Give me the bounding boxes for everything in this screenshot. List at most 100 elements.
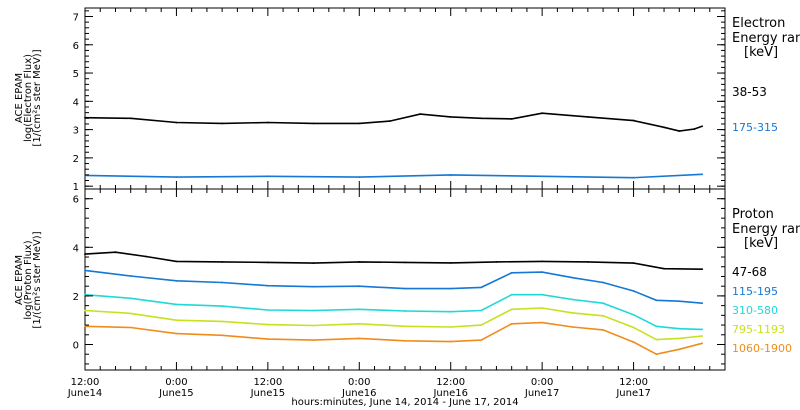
x-axis-title: hours:minutes, June 14, 2014 - June 17, … <box>291 397 518 408</box>
proton-point-115-195 <box>510 271 513 274</box>
proton-point-47-68 <box>221 260 224 263</box>
proton-point-310-580 <box>571 298 574 301</box>
proton-point-1060-1900 <box>175 332 178 335</box>
proton-point-310-580 <box>541 293 544 296</box>
electron-point-38-53 <box>388 120 391 123</box>
proton-legend-title-1: Proton <box>732 207 774 222</box>
proton-point-310-580 <box>701 328 704 331</box>
x-tick-time: 12:00 <box>436 377 465 388</box>
proton-point-310-580 <box>632 313 635 316</box>
proton-point-310-580 <box>266 309 269 311</box>
proton-point-310-580 <box>449 310 452 313</box>
proton-point-795-1193 <box>701 335 704 337</box>
electron-ylabel-line3: [1/(cm²s ster MeV)] <box>32 49 43 146</box>
electron-ylabel-line2: log(Electron Flux) <box>23 54 34 142</box>
electron-point-38-53 <box>678 130 681 132</box>
proton-point-115-195 <box>678 300 681 303</box>
proton-point-115-195 <box>541 271 544 273</box>
electron-ylabel-line1: ACE EPAM <box>14 73 25 123</box>
proton-point-115-195 <box>221 281 224 284</box>
x-axis: 12:00June140:00June1512:00June150:00June… <box>67 8 711 399</box>
proton-point-1060-1900 <box>510 322 513 325</box>
electron-point-175-315 <box>541 175 544 178</box>
proton-point-47-68 <box>114 251 117 254</box>
proton-legend-115-195: 115-195 <box>732 285 778 298</box>
proton-point-1060-1900 <box>602 329 604 331</box>
electron-point-38-53 <box>663 126 665 129</box>
electron-legend-title-3: [keV] <box>744 45 778 60</box>
proton-point-795-1193 <box>84 309 86 312</box>
electron-point-175-315 <box>358 176 361 179</box>
x-tick-day: June15 <box>250 388 286 399</box>
proton-point-47-68 <box>175 260 178 263</box>
proton-point-115-195 <box>632 290 635 292</box>
proton-point-310-580 <box>602 302 604 305</box>
proton-point-115-195 <box>701 302 704 305</box>
proton-point-795-1193 <box>510 308 513 311</box>
proton-point-1060-1900 <box>84 325 86 328</box>
proton-ylabel-line2: log(Proton Flux) <box>23 240 34 319</box>
proton-legend-310-580: 310-580 <box>732 304 778 317</box>
proton-point-1060-1900 <box>701 342 704 345</box>
proton-series-115-195 <box>84 269 703 304</box>
electron-point-38-53 <box>221 122 224 125</box>
proton-legend-47-68: 47-68 <box>732 265 767 279</box>
proton-point-310-580 <box>655 325 658 328</box>
electron-point-38-53 <box>175 121 178 124</box>
proton-point-47-68 <box>404 261 406 264</box>
proton-point-47-68 <box>358 260 361 263</box>
proton-point-795-1193 <box>221 320 224 323</box>
proton-series-795-1193 <box>84 307 703 341</box>
electron-legend-title-1: Electron <box>732 16 785 31</box>
proton-point-795-1193 <box>602 314 604 317</box>
x-tick-time: 12:00 <box>253 377 282 388</box>
proton-series-47-68 <box>84 251 703 270</box>
proton-point-310-580 <box>84 293 86 296</box>
proton-ylabel-line3: [1/(cm²s ster MeV)] <box>32 231 43 328</box>
proton-point-1060-1900 <box>404 339 406 342</box>
proton-point-795-1193 <box>266 323 269 326</box>
proton-point-795-1193 <box>632 326 635 329</box>
electron-point-175-315 <box>449 173 452 176</box>
electron-point-38-53 <box>701 125 704 128</box>
proton-point-795-1193 <box>541 307 544 309</box>
electron-ytick-label: 6 <box>73 41 79 52</box>
x-tick-day: June17 <box>524 388 560 399</box>
proton-point-795-1193 <box>449 326 452 328</box>
proton-point-47-68 <box>701 268 704 271</box>
proton-legend-1060-1900: 1060-1900 <box>732 342 792 355</box>
proton-point-47-68 <box>632 262 635 265</box>
proton-point-795-1193 <box>312 324 315 327</box>
electron-point-38-53 <box>632 119 635 122</box>
proton-ylabel-line1: ACE EPAM <box>14 255 25 305</box>
proton-point-795-1193 <box>404 325 406 328</box>
x-tick-day: June17 <box>615 388 651 399</box>
electron-point-38-53 <box>129 117 132 120</box>
proton-point-310-580 <box>678 327 681 330</box>
electron-point-38-53 <box>480 117 483 120</box>
x-tick-day: June16 <box>341 388 377 399</box>
proton-point-115-195 <box>266 284 269 287</box>
electron-point-175-315 <box>701 173 704 176</box>
proton-point-795-1193 <box>358 322 361 325</box>
electron-ytick-label: 5 <box>73 69 79 80</box>
x-tick-day: June16 <box>432 388 468 399</box>
proton-point-115-195 <box>84 269 86 272</box>
proton-point-115-195 <box>312 285 315 288</box>
proton-ytick-label: 4 <box>73 243 79 254</box>
proton-point-47-68 <box>541 260 544 263</box>
proton-point-310-580 <box>221 305 224 308</box>
proton-point-115-195 <box>571 276 574 279</box>
proton-point-1060-1900 <box>541 321 544 324</box>
legends: Electron Energy range [keV] Proton Energ… <box>732 16 800 355</box>
proton-point-47-68 <box>84 253 86 256</box>
proton-point-115-195 <box>655 299 658 302</box>
proton-point-310-580 <box>404 310 406 312</box>
proton-point-115-195 <box>358 285 361 288</box>
electron-series-38-53 <box>84 112 703 132</box>
proton-point-47-68 <box>145 255 147 258</box>
proton-point-1060-1900 <box>266 338 269 341</box>
electron-point-38-53 <box>510 117 513 120</box>
proton-series-1060-1900 <box>84 321 703 356</box>
proton-point-115-195 <box>404 287 406 290</box>
